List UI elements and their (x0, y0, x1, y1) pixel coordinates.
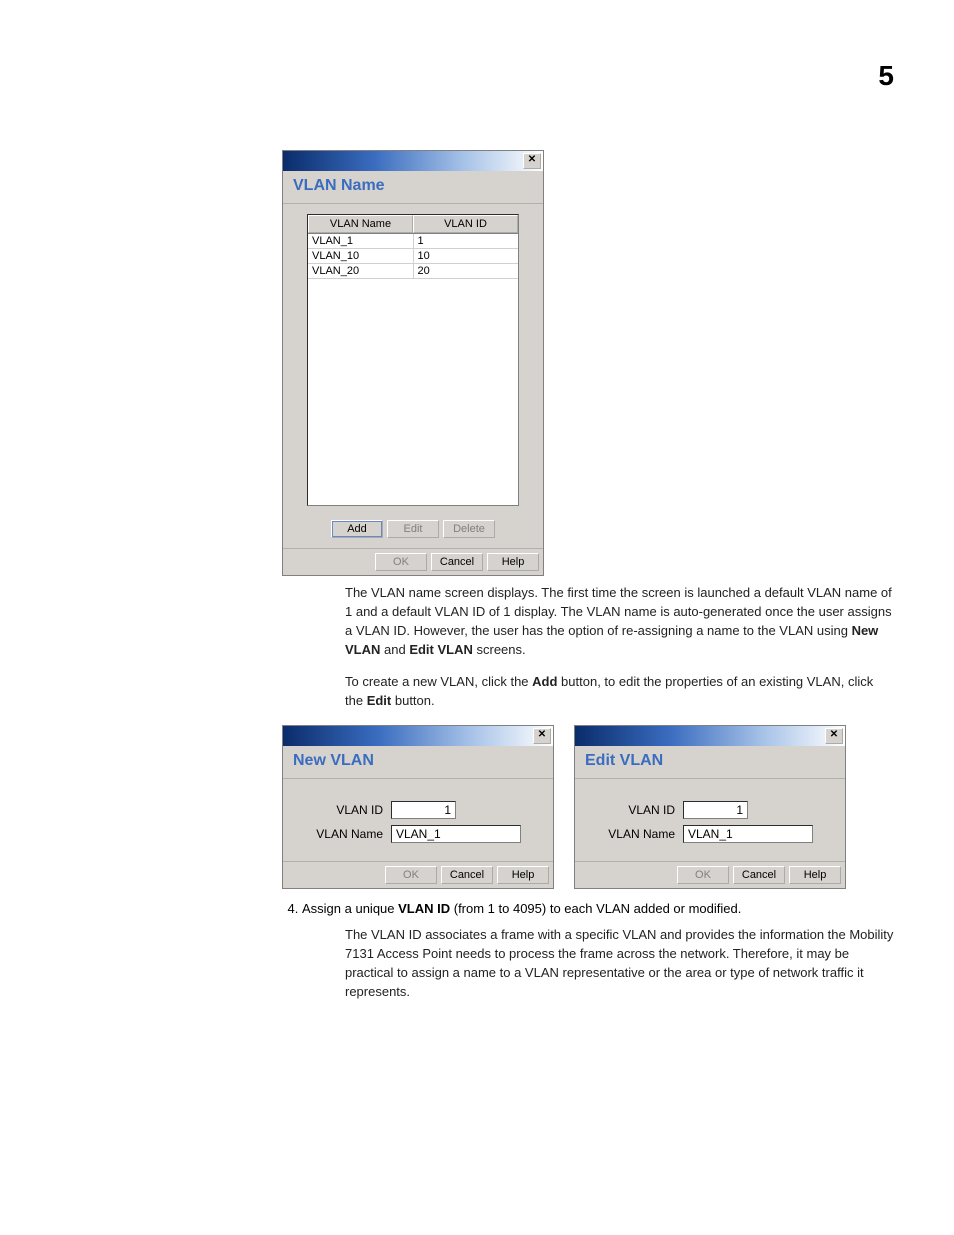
vlan-name-input[interactable] (683, 825, 813, 843)
paragraph-instruction: To create a new VLAN, click the Add butt… (345, 673, 894, 711)
dialog-title: New VLAN (283, 746, 553, 779)
text: and (380, 642, 409, 657)
vlan-name-dialog: ✕ VLAN Name VLAN Name VLAN ID VLAN_1 1 V… (282, 150, 544, 576)
col-header-name[interactable]: VLAN Name (308, 215, 413, 233)
edit-button[interactable]: Edit (387, 520, 439, 538)
step-4: Assign a unique VLAN ID (from 1 to 4095)… (302, 901, 894, 916)
help-button[interactable]: Help (497, 866, 549, 884)
title-bar: ✕ (283, 151, 543, 171)
col-header-id[interactable]: VLAN ID (413, 215, 518, 233)
ok-button[interactable]: OK (375, 553, 427, 571)
vlan-name-label: VLAN Name (293, 827, 383, 841)
close-icon[interactable]: ✕ (825, 728, 843, 744)
title-bar: ✕ (575, 726, 845, 746)
cell-name: VLAN_20 (308, 264, 414, 278)
help-button[interactable]: Help (487, 553, 539, 571)
help-button[interactable]: Help (789, 866, 841, 884)
add-button[interactable]: Add (331, 520, 383, 538)
bold-text: Edit VLAN (409, 642, 473, 657)
cell-name: VLAN_10 (308, 249, 414, 263)
close-icon[interactable]: ✕ (523, 153, 541, 169)
vlan-name-input[interactable] (391, 825, 521, 843)
step-list: Assign a unique VLAN ID (from 1 to 4095)… (282, 901, 894, 916)
dialog-title: VLAN Name (283, 171, 543, 204)
table-row[interactable]: VLAN_20 20 (308, 264, 518, 279)
cancel-button[interactable]: Cancel (441, 866, 493, 884)
text: Assign a unique (302, 901, 398, 916)
dialog-title: Edit VLAN (575, 746, 845, 779)
edit-vlan-dialog: ✕ Edit VLAN VLAN ID VLAN Name OK Cancel … (574, 725, 846, 889)
text: To create a new VLAN, click the (345, 674, 532, 689)
text: button. (391, 693, 434, 708)
vlan-name-label: VLAN Name (585, 827, 675, 841)
table-row[interactable]: VLAN_10 10 (308, 249, 518, 264)
vlan-id-label: VLAN ID (585, 803, 675, 817)
title-bar: ✕ (283, 726, 553, 746)
text: screens. (473, 642, 526, 657)
ok-button[interactable]: OK (385, 866, 437, 884)
paragraph-description: The VLAN name screen displays. The first… (345, 584, 894, 659)
close-icon[interactable]: ✕ (533, 728, 551, 744)
ok-button[interactable]: OK (677, 866, 729, 884)
vlan-list-table[interactable]: VLAN Name VLAN ID VLAN_1 1 VLAN_10 10 VL… (307, 214, 519, 506)
cancel-button[interactable]: Cancel (733, 866, 785, 884)
new-vlan-dialog: ✕ New VLAN VLAN ID VLAN Name OK Cancel H… (282, 725, 554, 889)
cell-id: 10 (414, 249, 519, 263)
table-header: VLAN Name VLAN ID (308, 215, 518, 234)
vlan-id-label: VLAN ID (293, 803, 383, 817)
bold-text: Edit (367, 693, 392, 708)
text: The VLAN name screen displays. The first… (345, 585, 892, 638)
vlan-id-input[interactable] (683, 801, 748, 819)
vlan-id-input[interactable] (391, 801, 456, 819)
delete-button[interactable]: Delete (443, 520, 495, 538)
step-4-detail: The VLAN ID associates a frame with a sp… (345, 926, 894, 1001)
bold-text: Add (532, 674, 557, 689)
cell-id: 20 (414, 264, 519, 278)
cell-id: 1 (414, 234, 519, 248)
bold-text: VLAN ID (398, 901, 450, 916)
page-number: 5 (878, 60, 894, 92)
cancel-button[interactable]: Cancel (431, 553, 483, 571)
text: (from 1 to 4095) to each VLAN added or m… (450, 901, 741, 916)
table-row[interactable]: VLAN_1 1 (308, 234, 518, 249)
cell-name: VLAN_1 (308, 234, 414, 248)
